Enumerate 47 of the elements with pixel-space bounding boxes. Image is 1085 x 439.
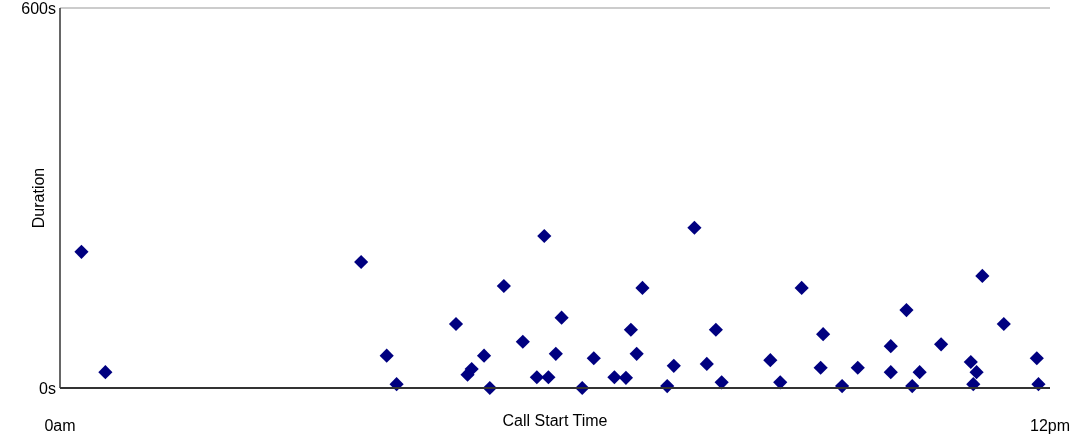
y-tick-label: 600s: [21, 0, 56, 17]
point: [763, 353, 778, 368]
point: [850, 360, 865, 375]
point: [98, 365, 113, 380]
y-axis-title: Duration: [30, 167, 47, 229]
point: [883, 365, 898, 380]
point: [996, 316, 1011, 332]
point: [476, 348, 492, 363]
point: [708, 322, 723, 337]
point: [515, 334, 530, 349]
point: [899, 303, 914, 318]
point: [666, 358, 681, 373]
point: [883, 339, 898, 354]
point: [1029, 351, 1044, 366]
point: [496, 278, 511, 294]
point: [529, 370, 544, 385]
point: [687, 220, 702, 235]
point: [934, 337, 949, 352]
point: [548, 346, 563, 361]
point: [714, 375, 729, 390]
x-tick-label: 0am: [44, 417, 76, 434]
point: [623, 322, 638, 337]
point: [618, 370, 634, 385]
point: [975, 268, 990, 283]
point: [537, 228, 552, 244]
point: [541, 370, 556, 385]
point: [969, 365, 984, 380]
point: [74, 244, 89, 259]
point: [794, 280, 809, 296]
point: [607, 370, 622, 385]
x-tick-label: 12pm: [1029, 417, 1071, 434]
point: [813, 360, 828, 375]
point: [448, 316, 464, 332]
point: [912, 365, 927, 380]
point: [629, 346, 644, 361]
point: [379, 348, 394, 363]
point: [966, 377, 981, 392]
point: [635, 280, 650, 296]
point: [554, 310, 569, 325]
point: [816, 327, 831, 342]
point: [963, 354, 978, 370]
point: [773, 375, 788, 390]
x-axis-title: Call Start Time: [502, 412, 608, 429]
point: [586, 351, 601, 366]
point: [354, 254, 369, 270]
y-tick-label: 0s: [39, 379, 56, 397]
point: [699, 356, 714, 372]
